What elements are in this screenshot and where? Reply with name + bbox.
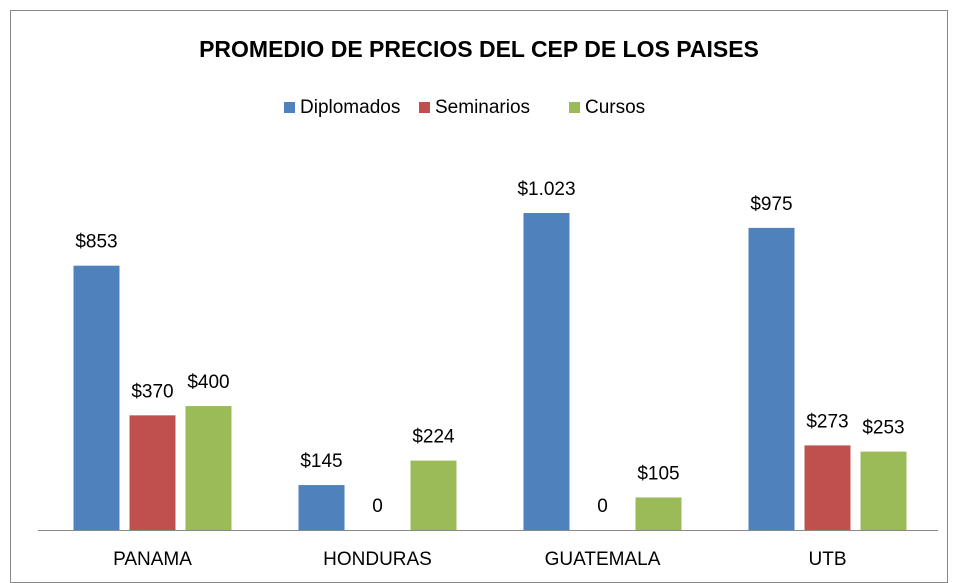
- legend-label: Cursos: [585, 97, 645, 118]
- data-label: $224: [412, 427, 455, 448]
- data-label: $975: [750, 194, 792, 215]
- data-label: $1.023: [517, 179, 575, 200]
- bar: [185, 406, 232, 530]
- data-label: $273: [806, 411, 848, 432]
- legend-swatch: [284, 102, 295, 113]
- x-tick-label: PANAMA: [113, 549, 192, 570]
- x-tick-label: UTB: [809, 549, 847, 570]
- data-label: $370: [131, 381, 173, 402]
- data-label: 0: [372, 496, 383, 517]
- x-tick-label: HONDURAS: [323, 549, 432, 570]
- legend-swatch: [419, 102, 430, 113]
- legend-label: Diplomados: [300, 97, 400, 118]
- data-label: 0: [597, 496, 608, 517]
- legend-swatch: [569, 102, 580, 113]
- bar: [73, 265, 120, 530]
- bar: [523, 213, 570, 530]
- bar: [410, 460, 457, 530]
- x-tick-label: GUATEMALA: [545, 549, 661, 570]
- bar: [635, 497, 682, 530]
- bar: [748, 227, 795, 530]
- bar: [804, 445, 851, 530]
- data-label: $105: [637, 463, 679, 484]
- data-label: $853: [75, 232, 117, 253]
- data-label: $400: [187, 372, 229, 393]
- legend-label: Seminarios: [435, 97, 530, 118]
- bar: [129, 415, 176, 530]
- chart-title: PROMEDIO DE PRECIOS DEL CEP DE LOS PAISE…: [199, 36, 759, 62]
- data-label: $145: [300, 451, 342, 472]
- bar: [860, 451, 907, 530]
- data-label: $253: [862, 418, 904, 439]
- bar: [298, 485, 345, 530]
